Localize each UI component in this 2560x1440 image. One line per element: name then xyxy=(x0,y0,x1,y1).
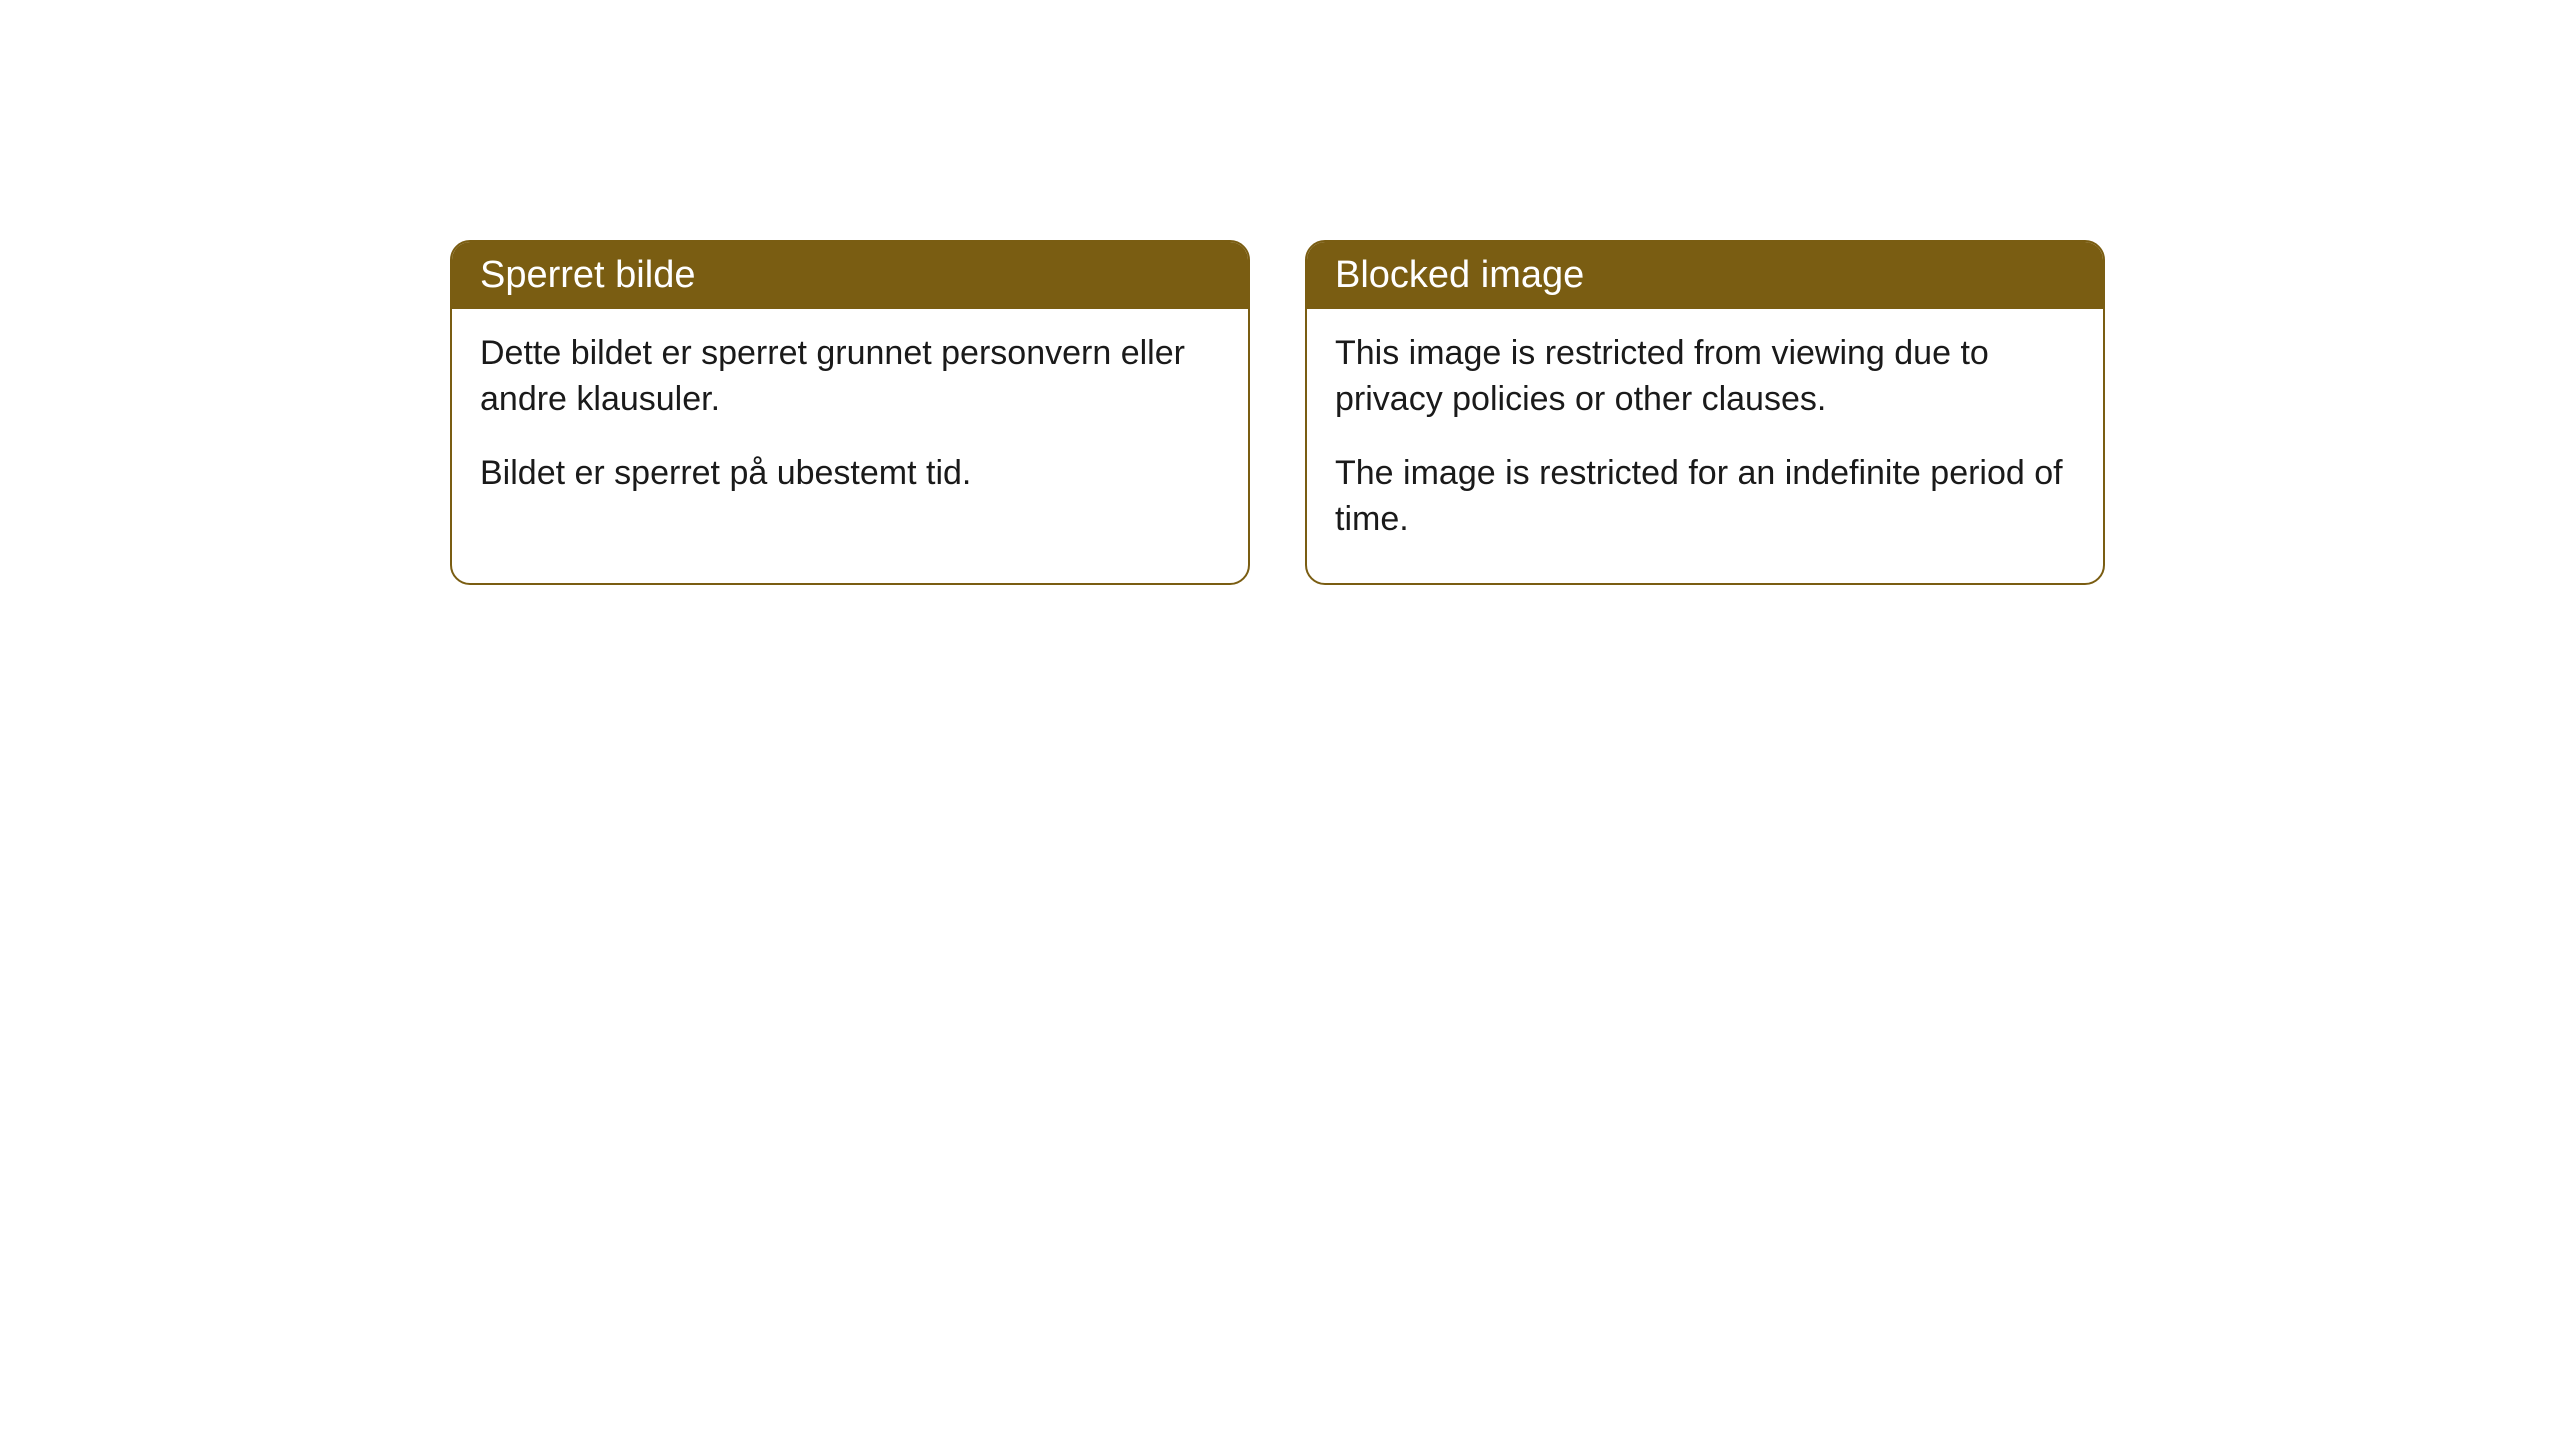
card-paragraph: Dette bildet er sperret grunnet personve… xyxy=(480,331,1220,423)
card-body: Dette bildet er sperret grunnet personve… xyxy=(452,309,1248,537)
card-paragraph: The image is restricted for an indefinit… xyxy=(1335,451,2075,543)
card-header: Blocked image xyxy=(1307,242,2103,309)
card-body: This image is restricted from viewing du… xyxy=(1307,309,2103,583)
cards-container: Sperret bilde Dette bildet er sperret gr… xyxy=(450,240,2560,585)
card-paragraph: Bildet er sperret på ubestemt tid. xyxy=(480,451,1220,497)
card-header: Sperret bilde xyxy=(452,242,1248,309)
card-paragraph: This image is restricted from viewing du… xyxy=(1335,331,2075,423)
blocked-image-card-english: Blocked image This image is restricted f… xyxy=(1305,240,2105,585)
blocked-image-card-norwegian: Sperret bilde Dette bildet er sperret gr… xyxy=(450,240,1250,585)
